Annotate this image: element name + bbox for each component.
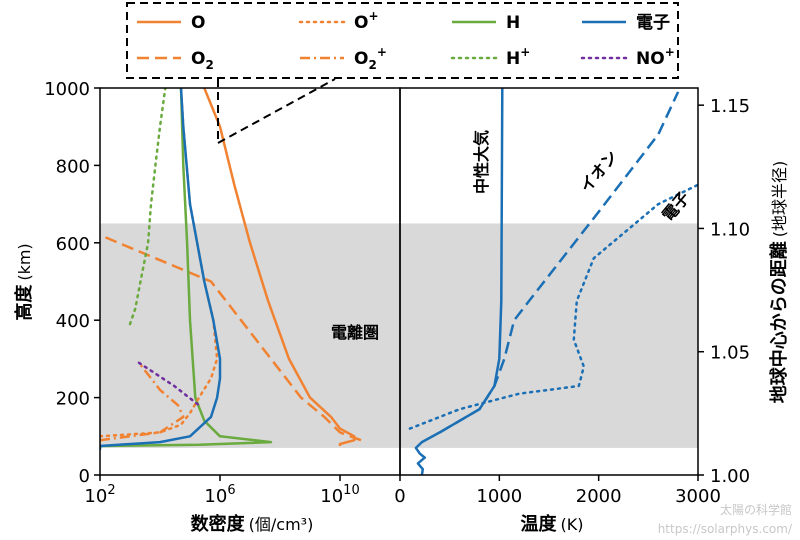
- right-x-tick-label: 1000: [476, 486, 522, 507]
- label-neutral-atmosphere: 中性大気: [472, 130, 491, 194]
- right-y-tick-label: 1.15: [710, 96, 750, 117]
- left-series-0: [203, 88, 356, 446]
- left-series-6: [137, 361, 201, 407]
- left-xlabel: 数密度 (個/cm³): [191, 513, 314, 535]
- left-series-group: [100, 88, 362, 450]
- legend: O O2 O+ O2+ H H+ 電子 NO+: [137, 9, 675, 72]
- legend-pointer: [217, 78, 336, 144]
- left-ylabel: 高度(km): [13, 243, 35, 320]
- left-x-tick-label: 1010: [320, 483, 359, 507]
- legend-label-4: H: [506, 13, 520, 33]
- left-axis-ticks: 0 200 400 600 800 1000 102 106 1010: [44, 79, 360, 507]
- right-series-1: [439, 91, 680, 434]
- left-series-7: [100, 88, 222, 450]
- right-y-tick-label: 1.05: [710, 343, 750, 364]
- right-xlabel: 温度 (K): [521, 513, 584, 535]
- legend-label-7: NO+: [636, 45, 675, 69]
- left-y-tick-label: 800: [56, 156, 90, 177]
- right-series-2: [408, 183, 698, 430]
- legend-label-5: H+: [506, 45, 530, 69]
- right-series-group: [408, 88, 698, 475]
- left-y-tick-label: 0: [79, 466, 90, 487]
- left-y-tick-label: 200: [56, 389, 90, 410]
- legend-label-1: O2: [191, 49, 214, 72]
- ionosphere-label: 電離圏: [331, 323, 379, 342]
- right-y-tick-label: 1.10: [710, 219, 750, 240]
- left-series-5: [128, 88, 167, 326]
- ionosphere-region-right: [400, 223, 698, 448]
- left-y-tick-label: 600: [56, 234, 90, 255]
- right-x-tick-label: 2000: [576, 486, 622, 507]
- left-x-tick-label: 106: [204, 483, 235, 507]
- label-electron-temp: 電子: [658, 188, 693, 225]
- left-x-tick-label: 102: [84, 483, 115, 507]
- legend-box: [126, 2, 679, 79]
- legend-label-0: O: [191, 13, 205, 33]
- legend-label-2: O+: [354, 9, 379, 33]
- left-y-tick-label: 400: [56, 311, 90, 332]
- right-x-tick-label: 0: [394, 486, 405, 507]
- watermark-url: https://solarphys.com/: [658, 522, 793, 536]
- label-ion: イオン: [576, 147, 621, 196]
- watermark-title: 太陽の科学館: [720, 502, 792, 517]
- right-plot-frame: [399, 87, 699, 476]
- left-y-tick-label: 1000: [44, 79, 90, 100]
- ionosphere-region-left: [100, 223, 400, 448]
- legend-label-3: O2+: [354, 45, 387, 72]
- left-series-1: [100, 233, 362, 442]
- legend-label-6: 電子: [636, 13, 670, 33]
- left-series-2: [100, 88, 273, 448]
- right-ylabel: 地球中心からの距離(地球半径): [768, 161, 790, 404]
- right-x-tick-label: 3000: [675, 486, 721, 507]
- right-series-0: [414, 88, 504, 475]
- right-y-tick-label: 1.00: [710, 466, 750, 487]
- left-series-4: [100, 362, 185, 442]
